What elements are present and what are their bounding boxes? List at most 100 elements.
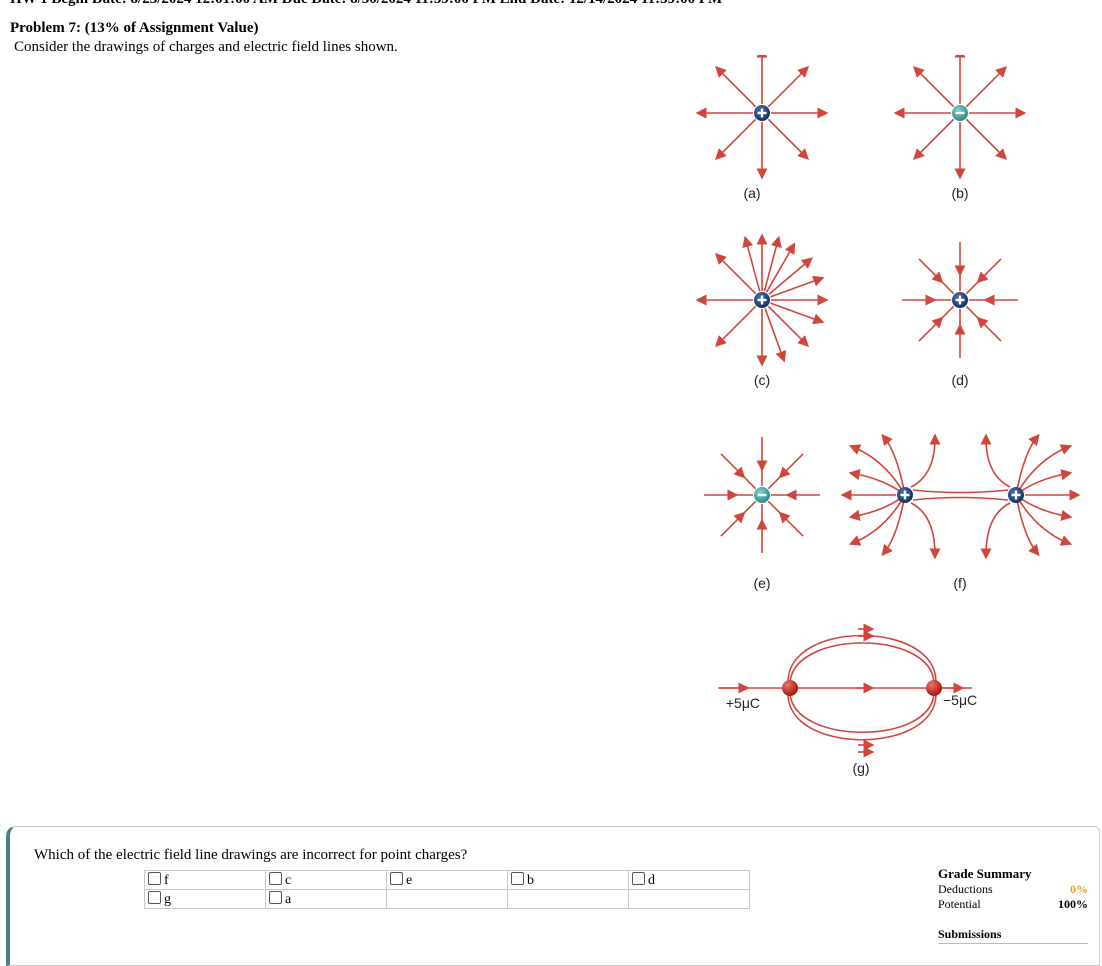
grade-summary-title: Grade Summary — [938, 866, 1032, 881]
problem-text: Consider the drawings of charges and ele… — [14, 39, 398, 55]
field-line-f — [1015, 469, 1073, 496]
charge-e — [754, 487, 770, 503]
option-b[interactable]: b — [507, 870, 629, 890]
answer-options: f c e b d g a — [144, 870, 750, 909]
field-line-e — [767, 474, 783, 490]
checkbox-b[interactable] — [511, 871, 524, 885]
field-line-c — [714, 305, 757, 348]
field-line-c — [764, 308, 787, 363]
field-line-e — [767, 500, 783, 516]
charge-a — [754, 105, 770, 121]
field-line-f — [910, 502, 941, 560]
assignment-dates-header: HW 1 Begin Date: 8/23/2024 12:01:00 AM D… — [10, 0, 722, 8]
potential-label: Potential — [938, 897, 981, 911]
field-line-f — [1015, 494, 1073, 521]
checkbox-e[interactable] — [390, 871, 403, 885]
option-e[interactable]: e — [386, 870, 508, 890]
sphere-positive — [782, 680, 798, 696]
field-line-d — [939, 305, 955, 321]
option-d[interactable]: d — [628, 870, 750, 890]
empty-cell — [628, 889, 750, 909]
checkbox-c[interactable] — [269, 871, 282, 885]
field-line-f — [881, 433, 906, 496]
field-line-c — [742, 235, 761, 292]
field-line-e — [778, 453, 804, 479]
checkbox-a[interactable] — [269, 890, 282, 904]
field-line-b — [965, 65, 1008, 108]
field-line-f — [1015, 494, 1040, 557]
field-line-a — [767, 118, 810, 161]
field-line-d — [965, 305, 981, 321]
label-g: (g) — [852, 760, 869, 776]
label-b: (b) — [951, 185, 968, 201]
option-a[interactable]: a — [265, 889, 387, 909]
field-line-d — [939, 279, 955, 295]
field-line-f — [980, 502, 1011, 560]
field-line-e — [720, 511, 746, 537]
option-c[interactable]: c — [265, 870, 387, 890]
question-prompt: Which of the electric field line drawing… — [34, 847, 468, 863]
field-line-f — [912, 496, 1009, 501]
empty-cell — [507, 889, 629, 909]
sphere-negative — [926, 680, 942, 696]
field-line-c — [767, 305, 810, 348]
field-line-a — [714, 118, 757, 161]
label-f: (f) — [953, 575, 966, 591]
field-line-e — [741, 474, 757, 490]
charge-right-label: −5μC — [943, 692, 977, 708]
field-line-a — [767, 65, 810, 108]
checkbox-f[interactable] — [148, 871, 161, 885]
field-line-a — [714, 65, 757, 108]
field-line-f — [912, 489, 1009, 494]
field-line-f — [848, 494, 906, 546]
potential-value: 100% — [1058, 897, 1088, 911]
field-line-f — [1015, 444, 1073, 496]
deductions-label: Deductions — [938, 882, 993, 896]
empty-cell — [386, 889, 508, 909]
field-line-c — [763, 235, 782, 292]
field-line-e — [720, 453, 746, 479]
field-line-f — [910, 433, 941, 488]
field-line-b — [912, 65, 955, 108]
field-line-g — [787, 693, 937, 741]
checkbox-d[interactable] — [632, 871, 645, 885]
field-line-d — [976, 258, 1002, 284]
field-line-f — [848, 494, 906, 521]
option-f[interactable]: f — [144, 870, 266, 890]
label-d: (d) — [951, 372, 968, 388]
field-lines — [695, 55, 1081, 758]
charge-f-right — [1008, 487, 1024, 503]
field-line-e — [741, 500, 757, 516]
label-c: (c) — [754, 372, 770, 388]
checkbox-g[interactable] — [148, 890, 161, 904]
field-line-c — [714, 252, 757, 295]
field-line-g — [789, 642, 935, 683]
field-line-f — [881, 494, 906, 557]
field-line-e — [778, 511, 804, 537]
charge-b — [952, 105, 968, 121]
charge-left-label: +5μC — [726, 695, 760, 711]
field-line-f — [848, 469, 906, 496]
charge-d — [952, 292, 968, 308]
field-line-c — [770, 302, 825, 325]
electric-field-figure: (a) (b) (c) (d) (e) (f) (g) +5μC −5μC — [695, 55, 1081, 776]
field-line-b — [912, 118, 955, 161]
field-line-d — [918, 316, 944, 342]
grade-summary: Grade Summary Deductions 0% Potential 10… — [938, 866, 1088, 912]
field-line-c — [770, 275, 825, 298]
label-a: (a) — [743, 185, 760, 201]
label-e: (e) — [753, 575, 770, 591]
field-line-g — [789, 693, 935, 734]
field-line-f — [1015, 433, 1040, 496]
field-line-c — [768, 257, 813, 295]
charges — [754, 105, 1024, 696]
option-g[interactable]: g — [144, 889, 266, 909]
problem-title: Problem 7: (13% of Assignment Value) — [10, 20, 259, 36]
charge-c — [754, 292, 770, 308]
field-line-d — [918, 258, 944, 284]
charge-f-left — [897, 487, 913, 503]
field-line-c — [765, 242, 796, 293]
field-line-d — [965, 279, 981, 295]
field-line-f — [980, 433, 1011, 488]
field-line-f — [1015, 494, 1073, 546]
